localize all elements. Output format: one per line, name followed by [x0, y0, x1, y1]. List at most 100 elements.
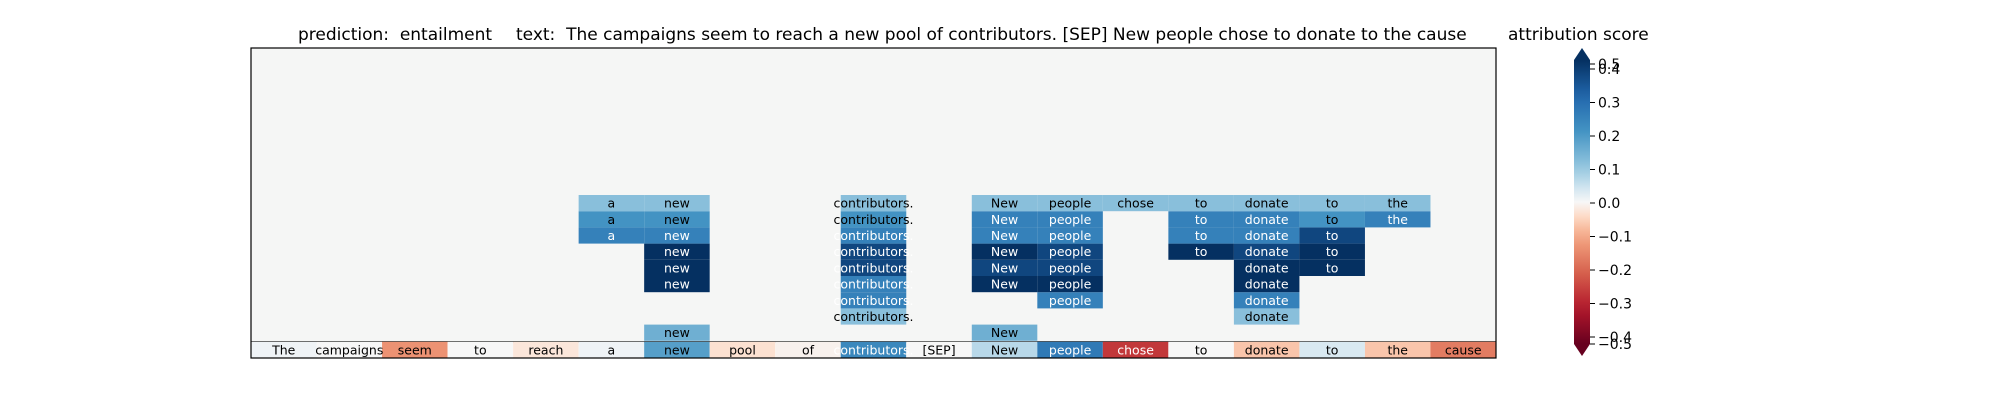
layer-4-cell — [971, 259, 1038, 276]
token-label: to — [1195, 342, 1208, 357]
input-text-label: text: The campaigns seem to reach a new … — [516, 25, 1467, 45]
token-label: reach — [528, 342, 563, 357]
colorbar-tick-label: 0.3 — [1598, 96, 1620, 112]
layer-3-cell — [1233, 276, 1300, 293]
layer-8-cell — [1037, 195, 1103, 212]
layer-7-cell — [644, 211, 710, 228]
token-cell — [906, 341, 972, 358]
layer-6-cell — [578, 227, 645, 244]
colorbar-gradient — [1574, 60, 1590, 344]
layer-1-cell — [1233, 308, 1300, 325]
layer-1-label: donate — [1245, 309, 1289, 324]
layer-6-label: to — [1326, 228, 1339, 243]
token-cell — [1299, 341, 1365, 358]
prediction-label: prediction: entailment — [298, 25, 492, 45]
layer-8-label: people — [1049, 196, 1092, 211]
layer-7-cell — [1299, 211, 1365, 228]
layer-6-cell — [1299, 227, 1365, 244]
token-label: to — [1326, 342, 1339, 357]
layer-0-label: new — [664, 325, 690, 340]
layer-4-cell — [1037, 259, 1103, 276]
layer-8-cell — [1299, 195, 1365, 212]
token-label: people — [1049, 342, 1092, 357]
colorbar-tick-label: −0.1 — [1598, 230, 1632, 246]
layer-8-label: new — [664, 196, 690, 211]
token-label: The — [271, 342, 296, 357]
token-cell — [251, 341, 317, 358]
layer-4-cell — [1299, 259, 1365, 276]
layer-5-cell — [1299, 243, 1365, 260]
token-label: chose — [1117, 342, 1154, 357]
layer-8-cell — [644, 195, 710, 212]
layer-7-label: contributors. — [834, 212, 914, 227]
layer-8-label: the — [1387, 196, 1408, 211]
layer-3-cell — [1037, 276, 1103, 293]
token-cell — [382, 341, 448, 358]
layer-5-cell — [971, 243, 1038, 260]
layer-5-label: donate — [1245, 244, 1289, 259]
layer-0-cell — [644, 324, 710, 341]
layer-3-label: New — [991, 277, 1018, 292]
colorbar-tick-label: −0.3 — [1598, 297, 1632, 313]
layer-4-label: to — [1326, 260, 1339, 275]
layer-5-label: contributors. — [834, 244, 914, 259]
heatmap-cell-labels: The campaigns seem to reach a new pool of contrib… — [271, 196, 1482, 358]
layer-4-label: people — [1049, 260, 1092, 275]
token-label: new — [664, 342, 690, 357]
layer-6-label: donate — [1245, 228, 1289, 243]
layer-8-label: contributors. — [834, 196, 914, 211]
layer-8-label: chose — [1117, 196, 1154, 211]
layer-3-label: new — [664, 277, 690, 292]
colorbar-tick-label: −0.5 — [1598, 337, 1632, 353]
layer-8-label: to — [1195, 196, 1208, 211]
layer-8-cell — [840, 195, 907, 212]
heatmap-cells — [251, 195, 1496, 358]
layer-6-cell — [644, 227, 710, 244]
layer-3-cell — [644, 276, 710, 293]
layer-6-cell — [840, 227, 907, 244]
layer-8-label: New — [991, 196, 1018, 211]
layer-4-cell — [1233, 259, 1300, 276]
layer-2-cell — [1233, 292, 1300, 309]
colorbar-tick-label: −0.4 — [1598, 330, 1632, 346]
layer-8-label: a — [608, 196, 616, 211]
layer-7-cell — [1364, 211, 1431, 228]
layer-2-cell — [840, 292, 907, 309]
token-label: the — [1387, 342, 1408, 357]
token-label: to — [474, 342, 487, 357]
layer-4-label: contributors. — [834, 260, 914, 275]
token-cell — [1168, 341, 1234, 358]
token-cell — [775, 341, 841, 358]
token-cell — [709, 341, 776, 358]
layer-7-cell — [1168, 211, 1234, 228]
layer-5-label: to — [1195, 244, 1208, 259]
layer-8-cell — [1102, 195, 1169, 212]
layer-7-cell — [1037, 211, 1103, 228]
token-cell — [578, 341, 645, 358]
token-label: seem — [398, 342, 432, 357]
token-label: contributors. — [834, 342, 914, 357]
token-cell — [447, 341, 514, 358]
layer-8-cell — [1168, 195, 1234, 212]
colorbar-tick-label: 0.2 — [1598, 129, 1620, 145]
colorbar-tick-label: 0.0 — [1598, 196, 1620, 212]
layer-8-label: donate — [1245, 196, 1289, 211]
token-cell — [971, 341, 1038, 358]
layer-2-cell — [1037, 292, 1103, 309]
layer-7-label: to — [1326, 212, 1339, 227]
colorbar-tick-label: −0.2 — [1598, 263, 1632, 279]
layer-3-label: people — [1049, 277, 1092, 292]
layer-7-label: New — [991, 212, 1018, 227]
layer-7-label: new — [664, 212, 690, 227]
layer-7-label: people — [1049, 212, 1092, 227]
token-label: New — [991, 342, 1018, 357]
colorbar-tick-label: 0.1 — [1598, 163, 1620, 179]
colorbar: 0.50.4 0.3 0.2 0.1 0.0 −0.1 −0.2 −0.3 −0.4−0.5 — [1574, 48, 1632, 356]
layer-2-label: contributors. — [834, 293, 914, 308]
colorbar-tick-label: 0.4 — [1598, 62, 1620, 78]
colorbar-title: attribution score — [1508, 25, 1649, 45]
layer-7-cell — [971, 211, 1038, 228]
layer-6-label: new — [664, 228, 690, 243]
layer-7-cell — [1233, 211, 1300, 228]
